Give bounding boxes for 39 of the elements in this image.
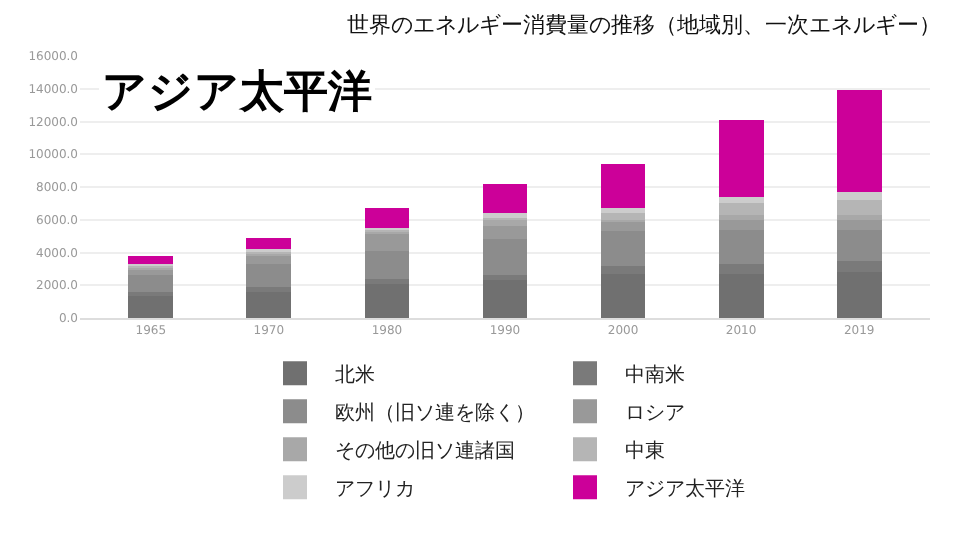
legend-label: 欧州（旧ソ連を除く） xyxy=(335,401,535,425)
bar xyxy=(600,221,646,232)
bar xyxy=(482,239,528,276)
bar xyxy=(718,196,764,204)
legend-label: アジア太平洋 xyxy=(625,477,745,501)
bar xyxy=(600,213,646,220)
bar xyxy=(482,226,528,240)
bar xyxy=(836,200,882,215)
legend-label: ロシア xyxy=(625,403,685,425)
bar xyxy=(836,191,882,201)
bar xyxy=(600,273,646,318)
legend-label: その他の旧ソ連諸国 xyxy=(335,439,515,463)
bar xyxy=(600,208,646,214)
bar xyxy=(836,229,882,261)
bar xyxy=(482,183,528,214)
bar xyxy=(718,119,764,197)
legend-label: 北米 xyxy=(335,363,375,387)
legend-label: 中東 xyxy=(625,439,665,463)
bar xyxy=(364,232,410,251)
bar xyxy=(364,250,410,279)
bar xyxy=(246,263,292,287)
bar xyxy=(718,229,764,264)
bar xyxy=(364,283,410,318)
bar xyxy=(836,90,882,192)
legend-label: 中南米 xyxy=(625,363,685,387)
bar xyxy=(482,280,528,318)
annotation: アジア太平洋 xyxy=(102,68,372,118)
bar xyxy=(128,255,174,264)
bar xyxy=(482,219,528,227)
bar xyxy=(718,203,764,215)
bar xyxy=(246,237,292,250)
bar xyxy=(128,295,174,318)
bar xyxy=(600,231,646,266)
bar xyxy=(246,290,292,318)
bar xyxy=(600,164,646,209)
bar xyxy=(128,275,174,292)
chart-title: 世界のエネルギー消費量の推移（地域別、一次エネルギー） xyxy=(346,11,941,38)
bar xyxy=(364,208,410,228)
legend-label: アフリカ xyxy=(335,479,415,501)
